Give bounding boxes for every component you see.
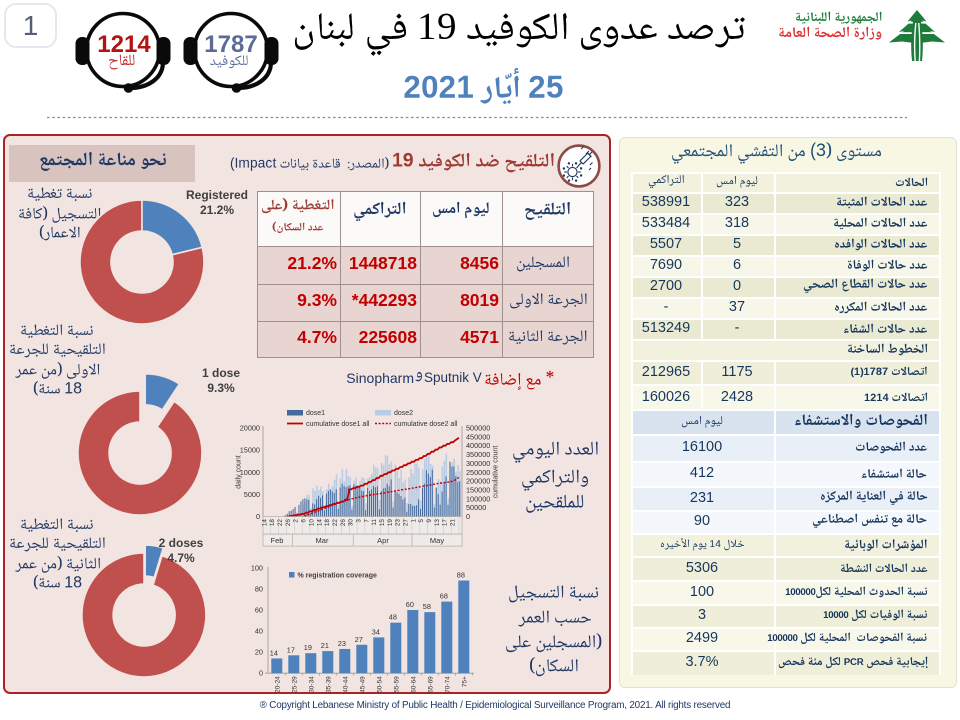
svg-text:80: 80 <box>255 585 263 594</box>
svg-text:22: 22 <box>277 519 284 527</box>
svg-text:5: 5 <box>418 519 425 523</box>
svg-text:cumulative count: cumulative count <box>493 446 500 499</box>
svg-text:48: 48 <box>389 613 397 622</box>
svg-text:10: 10 <box>308 519 315 527</box>
svg-text:May: May <box>430 536 444 545</box>
svg-text:0: 0 <box>259 669 263 678</box>
svg-text:15000: 15000 <box>240 446 260 455</box>
svg-text:40: 40 <box>255 627 263 636</box>
svg-text:cumulative dose1 all: cumulative dose1 all <box>306 421 370 428</box>
svg-text:26: 26 <box>285 519 292 527</box>
svg-text:27: 27 <box>403 519 410 527</box>
svg-text:13: 13 <box>434 519 441 527</box>
svg-text:150000: 150000 <box>466 486 490 495</box>
svg-text:3: 3 <box>356 519 363 523</box>
svg-text:17: 17 <box>442 519 449 527</box>
svg-text:60: 60 <box>255 606 263 615</box>
svg-text:100000: 100000 <box>466 494 490 503</box>
svg-text:68: 68 <box>440 592 448 601</box>
svg-text:20: 20 <box>255 648 263 657</box>
svg-text:cumulative dose2 all: cumulative dose2 all <box>394 421 458 428</box>
svg-text:0: 0 <box>256 512 260 521</box>
svg-text:10000: 10000 <box>240 468 260 477</box>
svg-text:27: 27 <box>355 635 363 644</box>
svg-text:250000: 250000 <box>466 468 490 477</box>
svg-text:6: 6 <box>301 519 308 523</box>
svg-text:30-34: 30-34 <box>308 676 315 693</box>
svg-text:26: 26 <box>340 519 347 527</box>
svg-text:15: 15 <box>379 519 386 527</box>
svg-text:Feb: Feb <box>271 536 284 545</box>
svg-text:dose2: dose2 <box>394 410 413 417</box>
svg-text:30: 30 <box>348 519 355 527</box>
svg-text:11: 11 <box>371 519 378 526</box>
svg-text:25-29: 25-29 <box>291 676 298 693</box>
svg-text:75+: 75+ <box>461 676 468 687</box>
svg-text:14: 14 <box>270 649 278 658</box>
svg-text:14: 14 <box>261 519 268 527</box>
svg-text:35-39: 35-39 <box>325 676 332 693</box>
svg-text:Mar: Mar <box>316 536 329 545</box>
svg-text:20-24: 20-24 <box>274 676 281 693</box>
svg-text:55-59: 55-59 <box>393 676 400 693</box>
svg-text:60-64: 60-64 <box>410 676 417 693</box>
svg-text:7: 7 <box>363 519 370 523</box>
svg-text:400000: 400000 <box>466 441 490 450</box>
svg-text:500000: 500000 <box>466 424 490 433</box>
svg-text:18: 18 <box>324 519 331 527</box>
svg-text:19: 19 <box>304 643 312 652</box>
svg-text:20000: 20000 <box>240 424 260 433</box>
svg-text:% registration coverage: % registration coverage <box>298 573 377 580</box>
svg-text:50-54: 50-54 <box>376 676 383 693</box>
svg-text:22: 22 <box>332 519 339 527</box>
svg-text:Apr: Apr <box>377 536 389 545</box>
svg-text:21: 21 <box>450 519 457 527</box>
svg-text:58: 58 <box>423 602 431 611</box>
svg-text:50000: 50000 <box>466 503 486 512</box>
svg-text:100: 100 <box>251 563 263 572</box>
svg-text:dose1: dose1 <box>306 410 325 417</box>
svg-text:300000: 300000 <box>466 459 490 468</box>
svg-text:23: 23 <box>395 519 402 527</box>
svg-text:350000: 350000 <box>466 450 490 459</box>
svg-text:14: 14 <box>316 519 323 527</box>
svg-text:5000: 5000 <box>244 490 260 499</box>
svg-text:18: 18 <box>269 519 276 527</box>
svg-text:19: 19 <box>387 519 394 527</box>
svg-text:200000: 200000 <box>466 477 490 486</box>
svg-text:70-74: 70-74 <box>444 676 451 693</box>
svg-text:2: 2 <box>293 519 300 523</box>
svg-text:1: 1 <box>410 519 417 523</box>
svg-text:88: 88 <box>457 571 465 580</box>
svg-text:65-69: 65-69 <box>427 676 434 693</box>
svg-text:21: 21 <box>321 641 329 650</box>
svg-text:450000: 450000 <box>466 432 490 441</box>
svg-text:daily count: daily count <box>236 455 243 489</box>
svg-text:0: 0 <box>466 512 470 521</box>
svg-text:45-49: 45-49 <box>359 676 366 693</box>
svg-text:34: 34 <box>372 627 380 636</box>
svg-text:23: 23 <box>338 639 346 648</box>
svg-text:40-44: 40-44 <box>342 676 349 693</box>
svg-text:17: 17 <box>287 645 295 654</box>
svg-text:60: 60 <box>406 600 414 609</box>
svg-text:9: 9 <box>426 519 433 523</box>
